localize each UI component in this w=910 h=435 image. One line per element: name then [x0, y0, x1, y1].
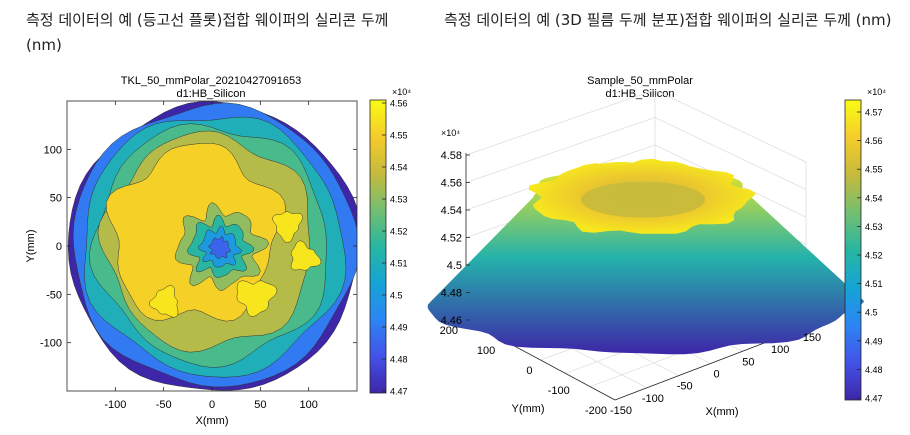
surface-title: Sample_50_mmPolar [587, 75, 693, 87]
contour-y-tick-label: -50 [46, 289, 62, 301]
contour-colorbar-ticks: 4.56 4.55 4.54 4.53 4.52 4.51 4.5 4.49 4.48 4.47 [382, 99, 408, 397]
surface-z-tick-label: 4.52 [441, 233, 462, 245]
contour-x-tick-label: 50 [254, 399, 266, 411]
contour-y-tick-label: 50 [50, 193, 62, 205]
surface-x-label: X(mm) [706, 406, 739, 418]
colorbar-tick-label: 4.47 [865, 394, 883, 404]
surface-y-ticks: 200 100 0 -100 -200 [440, 325, 607, 417]
surface-x-tick-label: -50 [677, 381, 693, 393]
surface-center-dip [581, 181, 705, 218]
contour-island-1 [290, 240, 322, 271]
surface-x-tick-label: -150 [610, 405, 632, 417]
contour-chart: TKL_50_mmPolar_20210427091653 d1:HB_Sili… [25, 75, 411, 427]
caption-left: 측정 데이터의 예 (등고선 플롯)접합 웨이퍼의 실리콘 두께 (nm) [26, 11, 389, 54]
surface-z-tick-label: 4.58 [441, 150, 462, 162]
colorbar-tick-label: 4.5 [865, 308, 878, 318]
contour-x-tick-label: -50 [156, 399, 172, 411]
contour-center-dip [174, 202, 270, 291]
surface-x-ticks: -150 -100 -50 0 50 100 150 [610, 332, 821, 417]
colorbar-tick-label: 4.54 [865, 193, 883, 203]
colorbar-tick-label: 4.51 [390, 259, 408, 269]
colorbar-tick-label: 4.53 [865, 222, 883, 232]
colorbar-tick-label: 4.55 [390, 131, 408, 141]
contour-island-3 [272, 211, 303, 243]
contour-x-ticks: -100 -50 0 50 100 [104, 101, 318, 411]
colorbar-tick-label: 4.52 [865, 251, 883, 261]
surface-chart: Sample_50_mmPolar d1:HB_Silicon 4.584.56… [427, 75, 886, 418]
surface-x-tick-label: 150 [803, 332, 821, 344]
contour-x-label: X(mm) [196, 415, 229, 427]
colorbar-tick-label: 4.51 [865, 279, 883, 289]
contour-island-2 [148, 285, 179, 318]
surface-y-tick-label: 200 [440, 325, 458, 337]
surface-x-tick-label: -100 [642, 393, 664, 405]
surface-y-tick-label: -100 [548, 385, 570, 397]
contour-colorbar [369, 99, 387, 394]
surface-y-label: Y(mm) [512, 403, 545, 415]
surface-z-tick-label: 4.46 [441, 315, 462, 327]
surface-body [427, 158, 865, 355]
surface-z-exponent: ×10⁴ [441, 128, 460, 138]
colorbar-tick-label: 4.53 [390, 195, 408, 205]
contour-dip-level-3 [208, 236, 231, 259]
colorbar-tick-label: 4.49 [865, 336, 883, 346]
contour-title: TKL_50_mmPolar_20210427091653 [121, 75, 301, 87]
caption-right: 측정 데이터의 예 (3D 필름 두께 분포)접합 웨이퍼의 실리콘 두께 (n… [444, 11, 892, 29]
colorbar-tick-label: 4.56 [390, 99, 408, 109]
colorbar-tick-label: 4.49 [390, 323, 408, 333]
surface-x-tick-label: 0 [713, 369, 719, 381]
contour-colorbar-exponent: ×10⁴ [392, 87, 411, 97]
surface-y-tick-label: 100 [477, 345, 495, 357]
surface-z-tick-label: 4.54 [441, 205, 462, 217]
surface-y-tick-label: -200 [585, 405, 607, 417]
surface-z-tick-label: 4.48 [441, 288, 462, 300]
colorbar-tick-label: 4.56 [865, 136, 883, 146]
contour-y-tick-label: 100 [44, 144, 62, 156]
surface-z-tick-label: 4.5 [447, 260, 462, 272]
contour-x-tick-label: 100 [299, 399, 317, 411]
contour-y-label: Y(mm) [25, 230, 37, 263]
surface-x-tick-label: 50 [742, 356, 754, 368]
surface-x-tick-label: 100 [771, 344, 789, 356]
contour-subtitle: d1:HB_Silicon [176, 88, 245, 100]
contour-x-tick-label: 0 [209, 399, 215, 411]
colorbar-tick-label: 4.5 [390, 291, 403, 301]
contour-y-tick-label: -100 [40, 338, 62, 350]
contour-island-0 [236, 280, 278, 317]
contour-y-tick-label: 0 [56, 241, 62, 253]
contour-y-ticks: 100 50 0 -50 -100 [40, 144, 357, 350]
surface-colorbar [844, 99, 862, 401]
colorbar-tick-label: 4.57 [865, 108, 883, 118]
colorbar-tick-label: 4.55 [865, 165, 883, 175]
contour-x-tick-label: -100 [104, 399, 126, 411]
surface-z-ticks: 4.58 4.56 4.54 4.52 4.5 4.48 4.46 [441, 150, 470, 327]
colorbar-tick-label: 4.48 [865, 365, 883, 375]
colorbar-tick-label: 4.54 [390, 163, 408, 173]
colorbar-tick-label: 4.47 [390, 387, 408, 397]
surface-y-tick-label: 0 [526, 365, 532, 377]
surface-colorbar-ticks: 4.57 4.56 4.55 4.54 4.53 4.52 4.51 4.5 4.49 4.48 4… [857, 108, 883, 404]
surface-z-tick-label: 4.56 [441, 178, 462, 190]
surface-colorbar-exponent: ×10⁴ [867, 87, 886, 97]
colorbar-tick-label: 4.48 [390, 355, 408, 365]
colorbar-tick-label: 4.52 [390, 227, 408, 237]
